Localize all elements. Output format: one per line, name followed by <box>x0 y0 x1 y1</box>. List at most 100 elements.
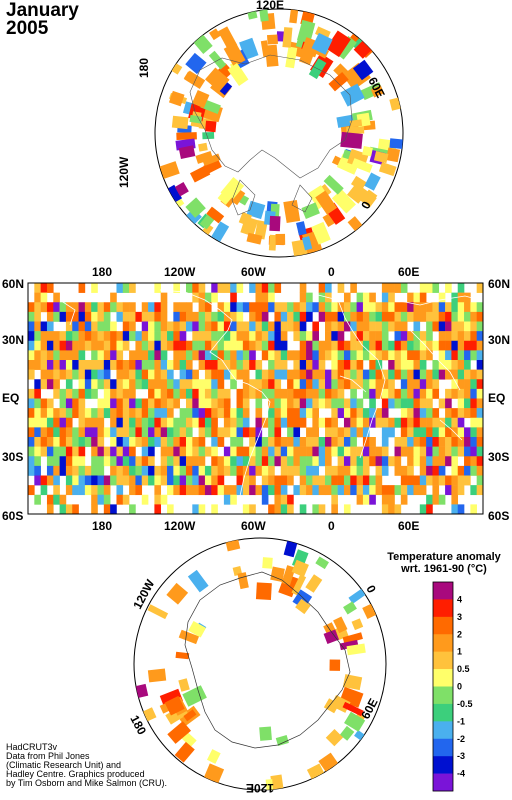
anomaly-cell <box>274 485 282 496</box>
anomaly-cell <box>400 321 408 332</box>
anomaly-cell <box>230 456 237 467</box>
anomaly-cell <box>381 485 389 496</box>
anomaly-cell <box>299 302 307 313</box>
anomaly-cell <box>84 321 92 332</box>
anomaly-cell <box>148 446 155 457</box>
anomaly-cell <box>230 408 237 419</box>
anomaly-cell <box>53 302 60 313</box>
anomaly-cell <box>268 350 275 361</box>
anomaly-cell <box>350 360 357 370</box>
anomaly-cell <box>369 446 376 457</box>
anomaly-cell <box>198 350 206 361</box>
anomaly-cell <box>242 369 250 380</box>
anomaly-cell <box>78 302 86 313</box>
anomaly-cell <box>261 494 269 505</box>
anomaly-cell <box>274 427 282 438</box>
anomaly-cell <box>91 465 98 476</box>
anomaly-cell <box>293 369 301 380</box>
anomaly-cell <box>282 27 293 48</box>
anomaly-cell <box>381 427 389 438</box>
anomaly-cell <box>407 417 414 428</box>
anomaly-cell <box>266 34 279 45</box>
anomaly-cell <box>110 302 117 313</box>
anomaly-cell <box>204 408 212 419</box>
anomaly-cell <box>217 283 225 293</box>
anomaly-cell <box>325 340 332 351</box>
anomaly-cell <box>179 427 187 438</box>
anomaly-cell <box>419 292 427 303</box>
anomaly-cell <box>40 321 48 332</box>
anomaly-cell <box>394 485 402 496</box>
anomaly-cell <box>369 408 376 419</box>
anomaly-cell <box>280 302 288 313</box>
anomaly-cell <box>476 321 484 332</box>
anomaly-cell <box>28 446 35 457</box>
anomaly-cell <box>72 340 79 351</box>
anomaly-cell <box>312 321 319 332</box>
anomaly-cell <box>160 494 168 505</box>
anomaly-cell <box>198 408 206 419</box>
anomaly-cell <box>183 709 197 722</box>
anomaly-cell <box>464 311 471 322</box>
anomaly-cell <box>230 360 237 370</box>
anomaly-cell <box>331 311 338 322</box>
anomaly-cell <box>312 331 319 342</box>
anomaly-cell <box>59 350 67 361</box>
anomaly-cell <box>315 190 338 215</box>
anomaly-cell <box>46 475 54 486</box>
anomaly-cell <box>103 360 111 370</box>
anomaly-cell <box>249 485 256 496</box>
anomaly-cell <box>173 283 180 293</box>
anomaly-cell <box>323 174 344 195</box>
anomaly-cell <box>28 302 35 313</box>
anomaly-cell <box>91 331 98 342</box>
anomaly-cell <box>192 331 199 342</box>
anomaly-cell <box>211 388 218 399</box>
anomaly-cell <box>116 379 124 390</box>
anomaly-cell <box>337 427 345 438</box>
anomaly-cell <box>72 437 79 447</box>
anomaly-cell <box>122 388 130 399</box>
anomaly-cell <box>65 379 73 390</box>
anomaly-cell <box>78 388 86 399</box>
anomaly-cell <box>72 331 79 342</box>
anomaly-cell <box>91 321 98 332</box>
anomaly-cell <box>388 350 395 361</box>
anomaly-cell <box>91 504 98 515</box>
anomaly-cell <box>432 408 440 419</box>
anomaly-cell <box>78 283 86 293</box>
anomaly-cell <box>464 456 471 467</box>
anomaly-cell <box>160 456 168 467</box>
anomaly-cell <box>211 331 218 342</box>
anomaly-cell <box>53 340 60 351</box>
anomaly-cell <box>432 437 440 447</box>
anomaly-cell <box>34 311 41 322</box>
anomaly-cell <box>53 408 60 419</box>
anomaly-cell <box>445 331 452 342</box>
anomaly-cell <box>160 292 168 303</box>
anomaly-cell <box>238 212 252 226</box>
anomaly-cell <box>116 311 124 322</box>
anomaly-cell <box>476 408 484 419</box>
anomaly-cell <box>46 350 54 361</box>
anomaly-cell <box>154 408 162 419</box>
anomaly-cell <box>394 360 402 370</box>
anomaly-cell <box>223 369 231 380</box>
anomaly-cell <box>325 465 332 476</box>
anomaly-cell <box>381 456 389 467</box>
anomaly-cell <box>476 485 484 496</box>
anomaly-cell <box>337 311 345 322</box>
anomaly-cell <box>445 456 452 467</box>
anomaly-cell <box>261 485 269 496</box>
anomaly-cell <box>413 302 421 313</box>
anomaly-cell <box>381 321 389 332</box>
anomaly-cell <box>46 369 54 380</box>
anomaly-cell <box>432 302 440 313</box>
anomaly-cell <box>181 732 197 747</box>
anomaly-cell <box>148 437 155 447</box>
anomaly-cell <box>211 465 218 476</box>
anomaly-cell <box>400 417 408 428</box>
anomaly-cell <box>343 350 351 361</box>
anomaly-cell <box>211 283 218 293</box>
anomaly-cell <box>78 446 86 457</box>
